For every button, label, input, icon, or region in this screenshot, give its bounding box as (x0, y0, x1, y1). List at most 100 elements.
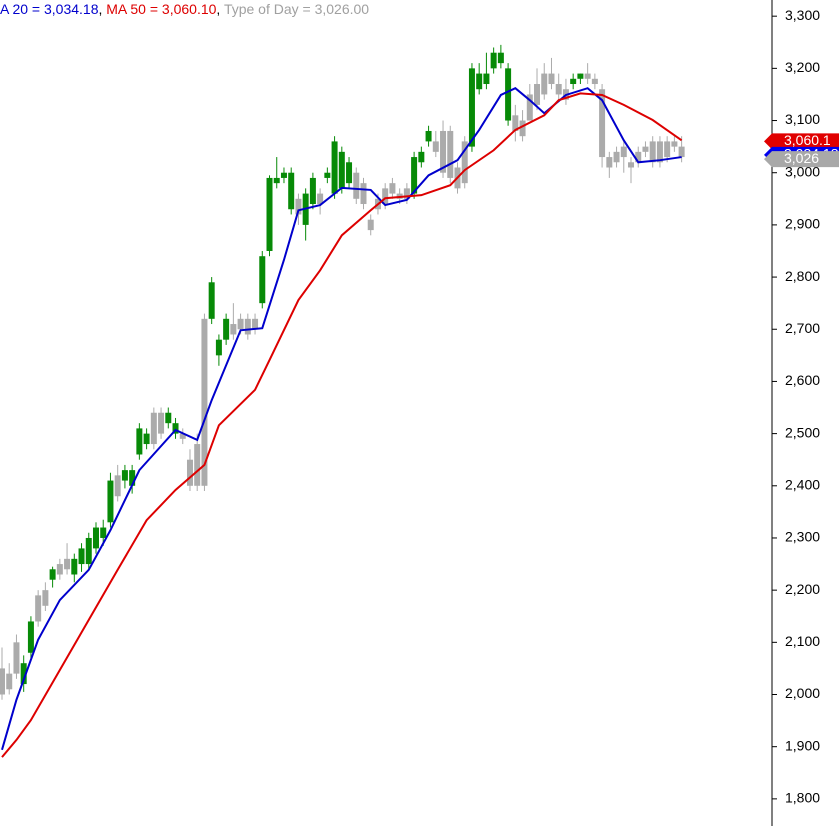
candle-body (447, 130, 454, 178)
candle-body (27, 621, 34, 653)
y-tick-label: 2,300 (785, 529, 820, 545)
legend-entry: A 20 = 3,034.18 (0, 1, 99, 17)
candle-body (64, 558, 71, 570)
candle-body (237, 318, 244, 330)
plot-area (0, 44, 685, 758)
candle-body (309, 177, 316, 205)
candle-body (664, 141, 671, 158)
candle-body (541, 73, 548, 95)
legend-entry: MA 50 = 3,060.10 (106, 1, 216, 17)
candle-body (165, 412, 172, 424)
candle-body (497, 52, 504, 64)
candle-body (266, 177, 273, 251)
candle-body (678, 146, 685, 158)
y-tick-label: 1,900 (785, 737, 820, 753)
candle-body (158, 412, 165, 434)
candle-body (440, 130, 447, 173)
price-tag-label: 3,026 (784, 150, 819, 166)
candle-body (0, 668, 5, 695)
candle-body (186, 459, 193, 486)
candle-body (208, 282, 215, 319)
candle-body (56, 564, 63, 575)
candle-body (367, 219, 374, 231)
y-tick-label: 3,300 (785, 7, 820, 23)
candle-body (92, 527, 99, 549)
candle-body (273, 177, 280, 184)
candle-body (461, 141, 468, 184)
candle-body (20, 663, 27, 685)
candle-body (136, 428, 143, 455)
candle-body (606, 157, 613, 168)
candle-body (519, 120, 526, 137)
candle-body (353, 172, 360, 199)
candle-body (548, 73, 555, 85)
candle-body (591, 78, 598, 85)
candle-body (71, 558, 78, 575)
candle-body (100, 527, 107, 538)
y-tick-label: 2,500 (785, 424, 820, 440)
candle-body (295, 198, 302, 215)
candle-body (280, 172, 287, 178)
candle-body (468, 68, 475, 147)
candle-body (411, 157, 418, 194)
candle-body (418, 151, 425, 163)
candle-body (121, 470, 128, 481)
y-tick-label: 1,800 (785, 790, 820, 806)
candle-body (490, 52, 497, 69)
candle-body (620, 146, 627, 158)
candle-body (346, 162, 353, 184)
ma-line (1, 87, 682, 751)
candle-body (584, 73, 591, 79)
candle-body (389, 183, 396, 194)
candle-body (526, 94, 533, 121)
candle-body (129, 470, 136, 486)
candle-body (628, 162, 635, 168)
candle-body (360, 183, 367, 205)
candle-body (114, 475, 121, 497)
candle-body (599, 89, 606, 158)
price-tag (764, 151, 839, 168)
candle-body (201, 318, 208, 486)
y-tick-label: 2,700 (785, 320, 820, 336)
candle-body (143, 433, 150, 445)
candle-body (338, 151, 345, 189)
ma-line (1, 92, 683, 758)
candle-body (85, 537, 92, 565)
legend-entry: Type of Day = 3,026.00 (224, 1, 369, 17)
candle-body (13, 642, 20, 674)
candle-body (6, 673, 13, 690)
candle-body (49, 569, 56, 580)
legend-separator: , (216, 1, 224, 17)
candle-body (194, 444, 201, 486)
y-tick-label: 2,000 (785, 685, 820, 701)
candle-body (483, 73, 490, 85)
candle-body (42, 590, 49, 606)
candle-body (230, 324, 237, 335)
candle-body (244, 318, 251, 335)
candle-body (172, 423, 179, 434)
candle-body (505, 68, 512, 121)
candle-body (476, 73, 483, 90)
candle-body (642, 146, 649, 152)
candle-body (288, 172, 295, 210)
candle-body (656, 141, 663, 163)
legend: A 20 = 3,034.18, MA 50 = 3,060.10, Type … (0, 1, 369, 17)
price-tag (764, 133, 839, 150)
candle-body (570, 78, 577, 85)
y-tick-label: 2,600 (785, 372, 820, 388)
candle-body (324, 172, 331, 178)
y-tick-label: 3,200 (785, 59, 820, 75)
price-tag-label: 3,060.1 (784, 132, 831, 148)
candle-body (382, 188, 389, 205)
candle-body (215, 339, 222, 356)
candle-body (179, 433, 186, 439)
candle-body (512, 115, 519, 131)
candle-body (35, 595, 42, 622)
candle-body (577, 73, 584, 79)
candle-body (259, 256, 266, 304)
candle-body (432, 141, 439, 152)
candle-body (317, 193, 324, 205)
y-tick-label: 2,200 (785, 581, 820, 597)
candle-body (107, 480, 114, 523)
